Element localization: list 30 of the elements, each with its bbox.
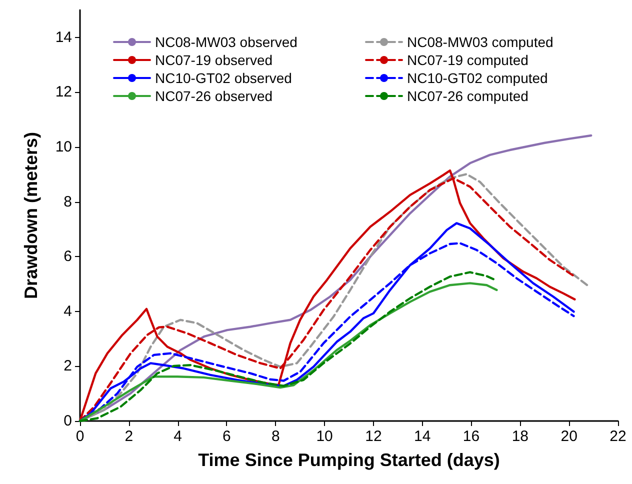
legend-label: NC07-19 observed — [155, 52, 273, 68]
legend-label: NC08-MW03 observed — [155, 34, 298, 50]
x-tick-label: 12 — [365, 428, 382, 445]
legend-label: NC07-26 observed — [155, 88, 273, 104]
x-tick-label: 4 — [174, 428, 182, 445]
x-tick-label: 18 — [512, 428, 529, 445]
legend-label: NC10-GT02 computed — [407, 70, 548, 86]
x-tick-label: 2 — [124, 428, 134, 445]
legend-label: NC08-MW03 computed — [407, 34, 554, 50]
y-tick-label: 6 — [64, 248, 72, 266]
x-tick-label: 14 — [414, 428, 431, 445]
y-tick-label: 2 — [64, 358, 72, 375]
legend-label: NC10-GT02 observed — [155, 70, 292, 86]
x-tick-label: 0 — [76, 428, 84, 445]
y-tick-label: 14 — [55, 28, 72, 46]
x-tick-label: 16 — [462, 428, 480, 445]
legend-label: NC07-19 computed — [407, 52, 528, 68]
y-tick-label: 12 — [55, 84, 72, 101]
x-tick-label: 22 — [610, 428, 626, 445]
x-tick-label: 6 — [222, 428, 231, 445]
x-axis-title: Time Since Pumping Started (days) — [198, 450, 500, 470]
y-tick-label: 4 — [64, 302, 72, 320]
x-tick-label: 10 — [316, 428, 333, 445]
y-tick-label: 0 — [64, 412, 72, 430]
x-tick-label: 8 — [271, 428, 280, 445]
x-tick-label: 20 — [560, 428, 578, 445]
y-tick-label: 8 — [64, 193, 72, 210]
y-tick-label: 10 — [55, 138, 72, 156]
legend-label: NC07-26 computed — [407, 88, 528, 104]
y-axis-title: Drawdown (meters) — [21, 132, 41, 300]
